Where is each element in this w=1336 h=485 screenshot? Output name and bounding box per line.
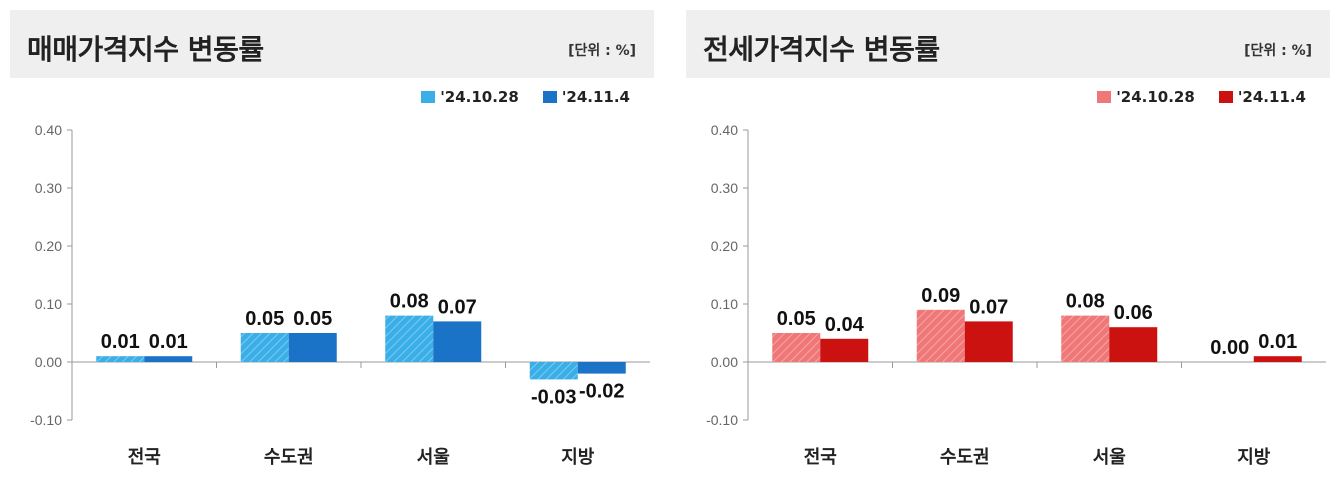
- y-tick-label: 0.00: [35, 354, 62, 370]
- legend-item-series-1: '24.10.28: [1097, 88, 1195, 106]
- legend-label: '24.10.28: [1116, 88, 1195, 106]
- bar-2: [820, 338, 869, 362]
- jeonse-price-chart-panel: 전세가격지수 변동률 [단위 : %] '24.10.28 '24.11.4 0…: [676, 0, 1336, 485]
- bar-2: [1253, 356, 1302, 362]
- data-label: 0.09: [921, 285, 960, 307]
- bar-2: [964, 321, 1013, 362]
- data-label: 0.05: [245, 308, 284, 330]
- bar-2: [288, 333, 337, 362]
- unit-label: [단위 : %]: [1244, 43, 1312, 59]
- legend-item-series-1: '24.10.28: [421, 88, 519, 106]
- chart-header: 전세가격지수 변동률 [단위 : %]: [686, 10, 1330, 78]
- bar-chart: 0.40 0.30 0.20 0.10 0.00 -0.10 전국 0.05 0.04 수도권 0.…: [706, 122, 1326, 468]
- data-label: 0.05: [293, 308, 332, 330]
- legend-label: '24.11.4: [561, 88, 630, 106]
- bar-1: [240, 333, 289, 362]
- chart-legend: '24.10.28 '24.11.4: [421, 88, 630, 106]
- data-label: 0.08: [1066, 291, 1105, 313]
- data-label: 0.05: [777, 308, 816, 330]
- chart-title: 전세가격지수 변동률: [703, 33, 940, 66]
- data-label: 0.01: [149, 331, 188, 353]
- bar-1: [96, 356, 145, 362]
- data-label: 0.01: [101, 331, 140, 353]
- data-label: -0.02: [579, 381, 625, 403]
- y-tick-label: 0.30: [35, 180, 62, 196]
- y-tick-label: -0.10: [706, 412, 738, 428]
- chart-legend: '24.10.28 '24.11.4: [1097, 88, 1306, 106]
- legend-label: '24.11.4: [1237, 88, 1306, 106]
- data-label: -0.03: [531, 386, 577, 408]
- bar-1: [916, 309, 965, 362]
- y-tick-label: 0.10: [35, 296, 62, 312]
- bar-1: [772, 333, 821, 362]
- category-label: 전국: [804, 447, 837, 468]
- category-label: 서울: [417, 447, 450, 468]
- bar-2: [577, 362, 626, 374]
- bar-2: [433, 321, 482, 362]
- legend-item-series-2: '24.11.4: [1218, 88, 1306, 106]
- category-label: 서울: [1093, 447, 1126, 468]
- data-label: 0.07: [438, 296, 477, 318]
- y-tick-label: 0.00: [711, 354, 738, 370]
- y-tick-label: 0.30: [711, 180, 738, 196]
- category-label: 수도권: [940, 447, 990, 468]
- category-label: 전국: [128, 447, 161, 468]
- category-label: 지방: [561, 447, 595, 468]
- y-tick-label: 0.20: [35, 238, 62, 254]
- y-tick-label: 0.10: [711, 296, 738, 312]
- data-label: 0.04: [825, 314, 865, 336]
- bar-chart: 0.40 0.30 0.20 0.10 0.00 -0.10 전국 0.01 0.01 수도권 0.…: [30, 122, 650, 468]
- data-label: 0.08: [390, 291, 429, 313]
- bar-1: [1061, 315, 1110, 362]
- category-label: 지방: [1237, 447, 1271, 468]
- chart-header: 매매가격지수 변동률 [단위 : %]: [10, 10, 654, 78]
- y-tick-label: 0.40: [35, 122, 62, 138]
- bar-1: [385, 315, 434, 362]
- legend-swatch-series-1: [421, 91, 436, 103]
- bar-2: [1109, 327, 1158, 362]
- y-tick-label: -0.10: [30, 412, 62, 428]
- data-label: 0.06: [1114, 302, 1153, 324]
- unit-label: [단위 : %]: [568, 43, 636, 59]
- legend-item-series-2: '24.11.4: [542, 88, 630, 106]
- data-label: 0.01: [1258, 331, 1297, 353]
- data-label: 0.00: [1210, 337, 1249, 359]
- bar-2: [144, 356, 193, 362]
- legend-label: '24.10.28: [440, 88, 519, 106]
- legend-swatch-series-2: [1218, 91, 1233, 103]
- bar-1: [529, 362, 578, 380]
- legend-swatch-series-2: [542, 91, 557, 103]
- chart-title: 매매가격지수 변동률: [27, 33, 264, 66]
- sale-price-chart-panel: 매매가격지수 변동률 [단위 : %] '24.10.28 '24.11.4 0…: [0, 0, 660, 485]
- y-tick-label: 0.40: [711, 122, 738, 138]
- y-tick-label: 0.20: [711, 238, 738, 254]
- data-label: 0.07: [969, 296, 1008, 318]
- category-label: 수도권: [264, 447, 314, 468]
- legend-swatch-series-1: [1097, 91, 1112, 103]
